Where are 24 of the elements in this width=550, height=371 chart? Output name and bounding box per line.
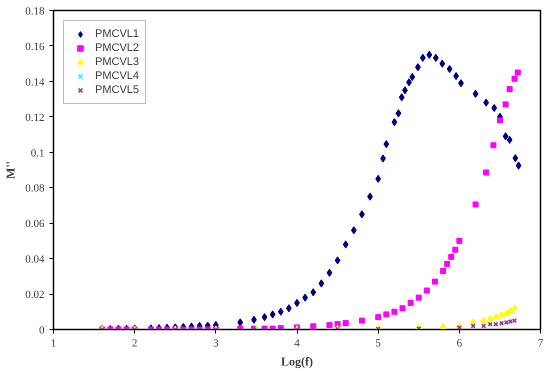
x-tick-label: 2 (132, 338, 138, 350)
legend-label: PMCVL5 (95, 83, 140, 97)
y-tick-label: 0 (39, 324, 45, 336)
x-tick-label: 7 (538, 338, 544, 350)
x-tick-label: 6 (456, 338, 463, 350)
y-tick-label: 0.02 (25, 289, 44, 302)
y-tick-label: 0.1 (30, 147, 44, 160)
x-tick-label: 5 (375, 338, 382, 350)
y-tick-label: 0.08 (25, 182, 45, 195)
x-tick-label: 4 (294, 338, 300, 350)
y-tick-label: 0.06 (25, 218, 45, 230)
y-tick-label: 0.04 (25, 254, 45, 266)
legend-label: PMCVL4 (95, 69, 140, 83)
y-axis-title: M'' (3, 160, 18, 179)
legend-label: PMCVL3 (95, 55, 140, 69)
legend-label: PMCVL1 (95, 27, 140, 41)
y-tick-label: 0.18 (25, 6, 45, 18)
x-axis-title: Log(f) (281, 354, 314, 368)
legend-label: PMCVL2 (95, 41, 140, 55)
y-tick-label: 0.16 (25, 40, 45, 53)
x-tick-label: 3 (213, 338, 220, 350)
x-tick-label: 1 (50, 338, 56, 350)
y-tick-label: 0.12 (25, 112, 44, 124)
y-tick-label: 0.14 (25, 76, 45, 88)
